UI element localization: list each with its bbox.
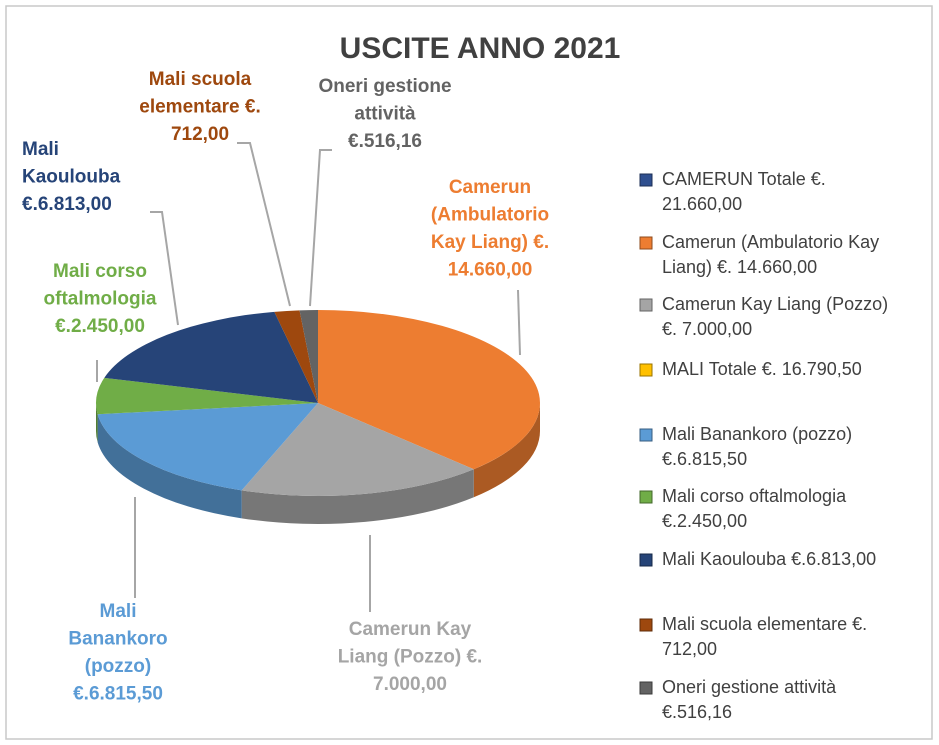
data-label: Kaoulouba bbox=[22, 167, 121, 188]
data-label: 14.660,00 bbox=[448, 260, 533, 281]
legend-label: Camerun Kay Liang (Pozzo) bbox=[662, 294, 888, 314]
legend-label: Liang) €. 14.660,00 bbox=[662, 257, 817, 277]
legend-label: 712,00 bbox=[662, 639, 717, 659]
legend-label: €. 7.000,00 bbox=[662, 319, 752, 339]
data-label: €.516,16 bbox=[348, 131, 422, 152]
slice bbox=[104, 311, 319, 403]
legend-label: Mali Banankoro (pozzo) bbox=[662, 424, 852, 444]
slice bbox=[241, 403, 474, 496]
data-label: Kay Liang) €. bbox=[431, 232, 549, 253]
slice bbox=[274, 310, 318, 403]
slice-side bbox=[241, 469, 474, 524]
legend-swatch bbox=[639, 681, 653, 695]
legend-swatch bbox=[639, 298, 653, 312]
legend-swatch bbox=[639, 363, 653, 377]
leader-line bbox=[150, 211, 179, 326]
data-label: 7.000,00 bbox=[373, 674, 447, 695]
leader-line bbox=[309, 149, 332, 307]
slice bbox=[97, 403, 318, 491]
data-label: €.6.815,50 bbox=[73, 684, 163, 705]
data-label: Liang (Pozzo) €. bbox=[338, 647, 483, 668]
data-label: €.2.450,00 bbox=[55, 316, 145, 337]
chart-title: USCITE ANNO 2021 bbox=[340, 32, 621, 65]
data-label: Camerun bbox=[449, 177, 531, 198]
legend-label: Oneri gestione attività bbox=[662, 677, 837, 697]
data-label: Mali scuola bbox=[149, 69, 252, 90]
legend-swatch bbox=[639, 428, 653, 442]
data-label: Camerun Kay bbox=[349, 619, 472, 640]
data-label: Banankoro bbox=[68, 629, 167, 650]
data-label: oftalmologia bbox=[44, 289, 157, 310]
data-label: (Ambulatorio bbox=[431, 205, 549, 226]
slice bbox=[299, 310, 318, 403]
data-label: attività bbox=[354, 104, 416, 125]
legend-label: Mali Kaoulouba €.6.813,00 bbox=[662, 549, 876, 569]
data-label: €.6.813,00 bbox=[22, 194, 112, 215]
legend-label: €.516,16 bbox=[662, 702, 732, 722]
leader-line bbox=[237, 142, 291, 307]
legend-swatch bbox=[639, 490, 653, 504]
legend-swatch bbox=[639, 173, 653, 187]
legend-swatch bbox=[639, 236, 653, 250]
legend-label: Mali scuola elementare €. bbox=[662, 614, 867, 634]
slice-side bbox=[96, 403, 98, 443]
legend-swatch bbox=[639, 553, 653, 567]
slice bbox=[96, 377, 319, 415]
legend-label: €.2.450,00 bbox=[662, 511, 747, 531]
data-label: elementare €. bbox=[139, 97, 260, 118]
legend-label: Mali corso oftalmologia bbox=[662, 486, 847, 506]
slice bbox=[318, 309, 540, 470]
legend-label: €.6.815,50 bbox=[662, 449, 747, 469]
slice-side bbox=[473, 403, 540, 498]
data-label: Mali bbox=[22, 139, 59, 160]
data-label: (pozzo) bbox=[85, 656, 151, 677]
legend-label: MALI Totale €. 16.790,50 bbox=[662, 359, 862, 379]
data-label: Mali bbox=[100, 601, 137, 622]
legend-swatch bbox=[639, 618, 653, 632]
legend-label: Camerun (Ambulatorio Kay bbox=[662, 232, 879, 252]
legend-label: CAMERUN Totale €. bbox=[662, 169, 826, 189]
leader-line bbox=[517, 289, 521, 356]
data-label: Oneri gestione bbox=[318, 76, 451, 97]
data-label: 712,00 bbox=[171, 124, 229, 145]
slice-side bbox=[97, 414, 242, 519]
data-label: Mali corso bbox=[53, 261, 147, 282]
legend-label: 21.660,00 bbox=[662, 194, 742, 214]
